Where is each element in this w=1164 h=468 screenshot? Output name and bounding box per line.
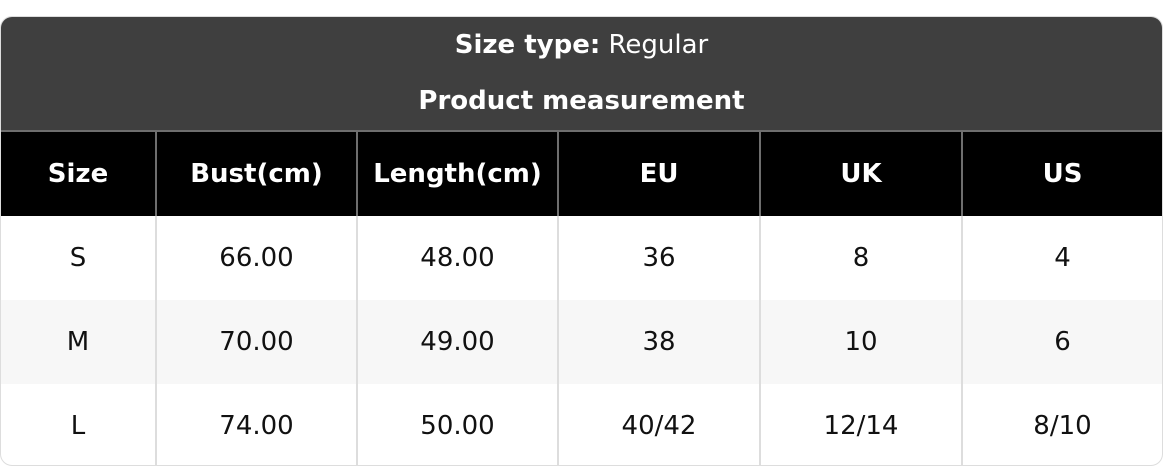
column-header: UK <box>759 130 962 216</box>
size-chart-header: Size type: Regular Product measurement <box>1 17 1162 130</box>
column-header: Bust(cm) <box>155 130 357 216</box>
column-header: US <box>961 130 1162 216</box>
table-cell: 49.00 <box>356 300 558 384</box>
column-header: Length(cm) <box>356 130 558 216</box>
table-cell: 12/14 <box>759 384 962 465</box>
table-row: L 74.00 50.00 40/42 12/14 8/10 <box>1 384 1162 465</box>
table-cell: L <box>70 411 86 441</box>
table-cell: 10 <box>759 300 962 384</box>
table-cell: 8/10 <box>961 384 1162 465</box>
size-chart: Size type: Regular Product measurement S… <box>0 16 1163 466</box>
column-header: EU <box>557 130 760 216</box>
table-cell: 66.00 <box>155 216 357 300</box>
table-cell: 6 <box>961 300 1162 384</box>
table-row: M 70.00 49.00 38 10 6 <box>1 300 1162 384</box>
table-cell: S <box>69 243 87 273</box>
measurement-table: Size Bust(cm) Length(cm) EU UK US S 66.0… <box>1 130 1162 465</box>
table-header-row: Size Bust(cm) Length(cm) EU UK US <box>1 130 1162 216</box>
table-cell: 70.00 <box>155 300 357 384</box>
size-type-label: Size type: <box>454 30 601 60</box>
section-title: Product measurement <box>418 86 745 116</box>
table-cell: M <box>1 300 156 384</box>
table-cell: 50.00 <box>356 384 558 465</box>
table-cell: 8 <box>759 216 962 300</box>
size-type-value: Regular <box>608 30 709 60</box>
table-cell: 74.00 <box>155 384 357 465</box>
table-cell: 4 <box>961 216 1162 300</box>
table-cell: 38 <box>557 300 760 384</box>
table-row: S 66.00 48.00 36 8 4 <box>1 216 1162 300</box>
table-cell: 48.00 <box>356 216 558 300</box>
column-header: Size <box>1 130 156 216</box>
table-cell: 40/42 <box>557 384 760 465</box>
size-type: Size type: Regular <box>1 17 1162 63</box>
table-cell: 36 <box>557 216 760 300</box>
